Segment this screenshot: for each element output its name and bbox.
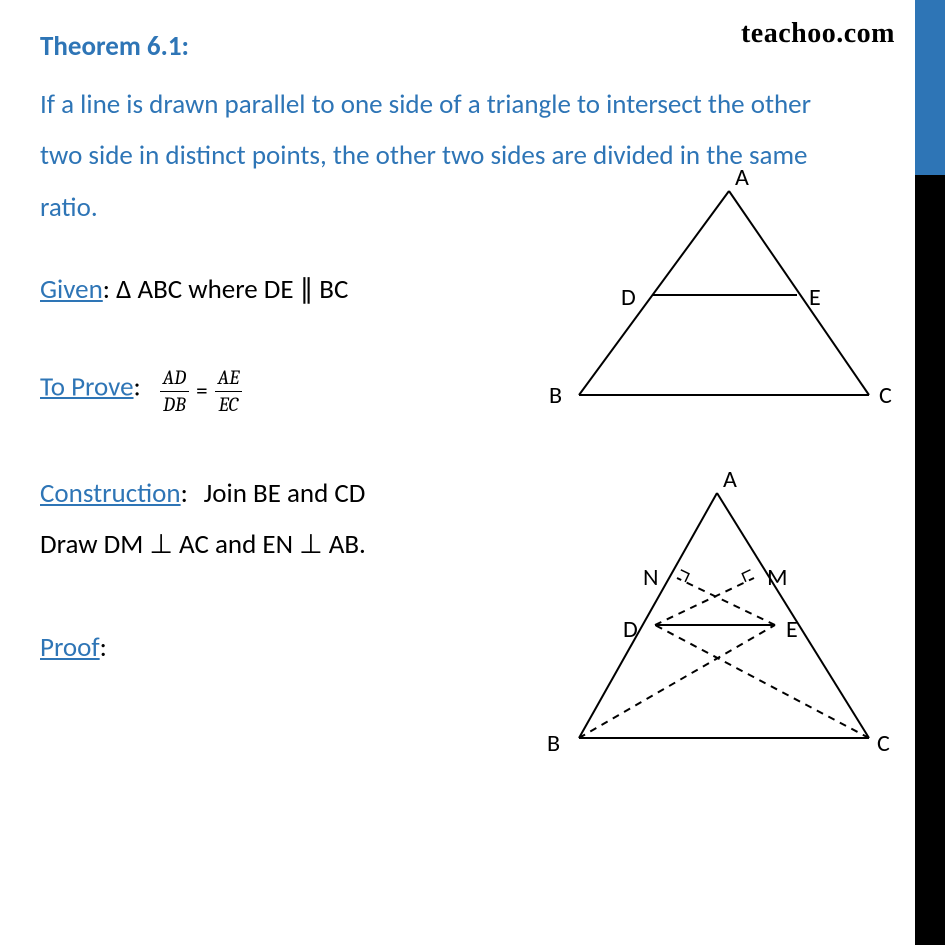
vertex-label-m: M <box>767 563 788 592</box>
proof-section: Proof: <box>40 631 530 664</box>
vertex-label-b: B <box>547 729 560 758</box>
denominator: EC <box>216 392 242 417</box>
vertex-label-e: E <box>809 283 821 312</box>
page: teachoo.com Theorem 6.1: If a line is dr… <box>0 0 945 945</box>
content-area: Given: Δ ABC where DE ∥ BC To Prove: AD … <box>40 253 905 664</box>
construction-label: Construction <box>40 477 181 510</box>
equals-sign: = <box>196 377 207 405</box>
numerator: AD <box>160 366 190 392</box>
vertex-label-d: D <box>621 283 636 312</box>
triangle-diagram-1: ADEBC <box>525 171 905 431</box>
vertex-label-a: A <box>735 163 749 192</box>
colon: : <box>181 477 200 510</box>
construction-line-1: Join BE and CD <box>204 477 366 510</box>
vertex-label-c: C <box>879 381 892 410</box>
vertex-label-d: D <box>623 615 638 644</box>
left-column: Given: Δ ABC where DE ∥ BC To Prove: AD … <box>40 253 530 664</box>
to-prove-section: To Prove: AD DB = AE EC <box>40 366 530 417</box>
triangle-diagram-2: ANMDEBC <box>525 473 905 773</box>
colon: : <box>100 631 107 664</box>
vertex-label-c: C <box>877 729 890 758</box>
denominator: DB <box>160 392 189 417</box>
given-text: Δ ABC where DE ∥ BC <box>116 273 348 306</box>
colon: : <box>134 370 153 403</box>
given-section: Given: Δ ABC where DE ∥ BC <box>40 273 530 306</box>
vertex-label-e: E <box>786 615 798 644</box>
given-label: Given <box>40 273 103 306</box>
ratio-equation: AD DB = AE EC <box>157 366 246 417</box>
construction-line-2: Draw DM ⊥ AC and EN ⊥ AB. <box>40 528 366 561</box>
to-prove-label: To Prove <box>40 370 134 403</box>
vertex-label-n: N <box>643 563 659 592</box>
vertex-label-a: A <box>723 465 737 494</box>
sidebar-top-accent <box>915 0 945 175</box>
sidebar-bottom-accent <box>915 175 945 945</box>
fraction-ae-ec: AE EC <box>215 366 243 417</box>
proof-label: Proof <box>40 631 100 664</box>
vertex-label-b: B <box>549 381 562 410</box>
colon: : <box>103 273 116 306</box>
numerator: AE <box>215 366 243 392</box>
fraction-ad-db: AD DB <box>160 366 190 417</box>
construction-section: Construction: Join BE and CD Draw DM ⊥ A… <box>40 477 530 561</box>
watermark: teachoo.com <box>741 18 895 50</box>
